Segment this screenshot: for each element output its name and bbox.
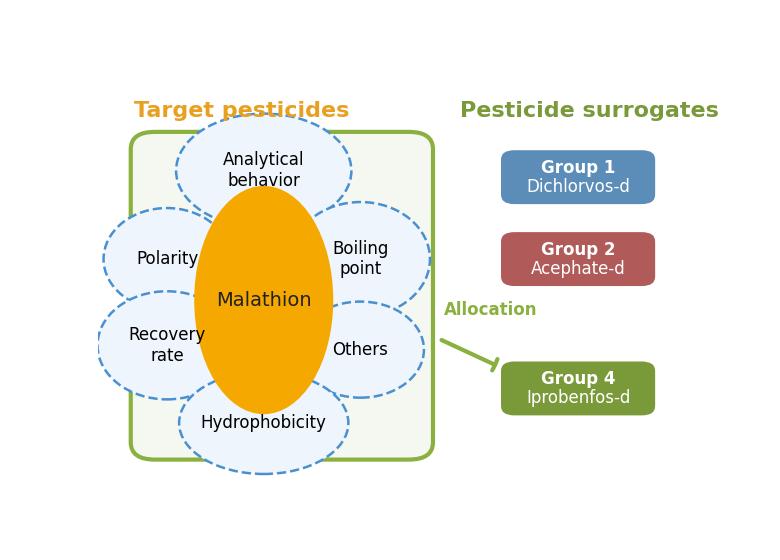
Ellipse shape [176, 114, 351, 228]
Text: Pesticide surrogates: Pesticide surrogates [460, 101, 719, 121]
Text: Allocation: Allocation [444, 301, 537, 319]
Ellipse shape [104, 208, 231, 310]
Text: Group 4: Group 4 [541, 370, 615, 388]
Text: Others: Others [332, 340, 388, 358]
Text: Malathion: Malathion [216, 291, 311, 310]
Text: Hydrophobicity: Hydrophobicity [200, 414, 327, 432]
Ellipse shape [297, 302, 424, 398]
Ellipse shape [194, 186, 333, 414]
Text: Dichlorvos-d: Dichlorvos-d [526, 178, 630, 195]
FancyBboxPatch shape [501, 150, 655, 204]
FancyBboxPatch shape [131, 132, 433, 460]
Text: Recovery
rate: Recovery rate [129, 326, 206, 365]
Text: Boiling
point: Boiling point [332, 240, 388, 278]
Text: Group 1: Group 1 [541, 158, 615, 176]
Text: Target pesticides: Target pesticides [134, 101, 349, 121]
Text: Group 2: Group 2 [541, 241, 615, 259]
Text: Polarity: Polarity [136, 250, 198, 268]
Text: Analytical
behavior: Analytical behavior [223, 151, 304, 190]
FancyBboxPatch shape [501, 232, 655, 286]
Text: Iprobenfos-d: Iprobenfos-d [526, 389, 630, 407]
Ellipse shape [179, 372, 349, 474]
Text: Acephate-d: Acephate-d [530, 260, 626, 278]
Ellipse shape [98, 291, 236, 399]
FancyBboxPatch shape [501, 362, 655, 416]
Ellipse shape [291, 202, 430, 316]
